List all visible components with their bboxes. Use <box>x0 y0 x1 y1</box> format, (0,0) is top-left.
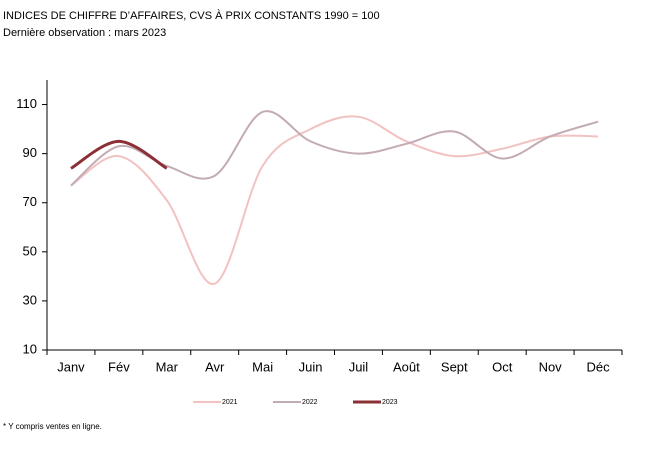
series-line <box>70 139 168 170</box>
y-tick-label: 110 <box>16 96 37 111</box>
y-tick-label: 10 <box>23 341 37 356</box>
legend-label: 2021 <box>222 399 238 406</box>
x-tick-label: Fév <box>108 359 130 374</box>
x-tick-label: Avr <box>205 359 225 374</box>
y-tick-label: 70 <box>23 194 37 209</box>
x-tick-label: Oct <box>492 359 513 374</box>
series-line <box>70 115 599 285</box>
y-tick-label: 30 <box>23 292 37 307</box>
y-tick-label: 90 <box>23 145 37 160</box>
x-tick-label: Août <box>393 359 420 374</box>
chart-subtitle: Dernière observation : mars 2023 <box>3 27 166 39</box>
x-tick-label: Nov <box>539 359 563 374</box>
legend-label: 2023 <box>382 399 398 406</box>
series-line <box>70 110 599 187</box>
x-tick-label: Mai <box>252 359 273 374</box>
y-tick-label: 50 <box>23 243 37 258</box>
footnote: * Y compris ventes en ligne. <box>3 422 102 431</box>
x-tick-label: Juin <box>299 359 323 374</box>
x-tick-label: Janv <box>57 359 85 374</box>
x-tick-label: Mar <box>156 359 179 374</box>
x-tick-label: Sept <box>441 359 468 374</box>
x-tick-label: Déc <box>586 359 610 374</box>
legend-label: 2022 <box>302 399 318 406</box>
chart-title: INDICES DE CHIFFRE D’AFFAIRES, CVS À PRI… <box>3 9 380 22</box>
x-tick-label: Juil <box>349 359 369 374</box>
